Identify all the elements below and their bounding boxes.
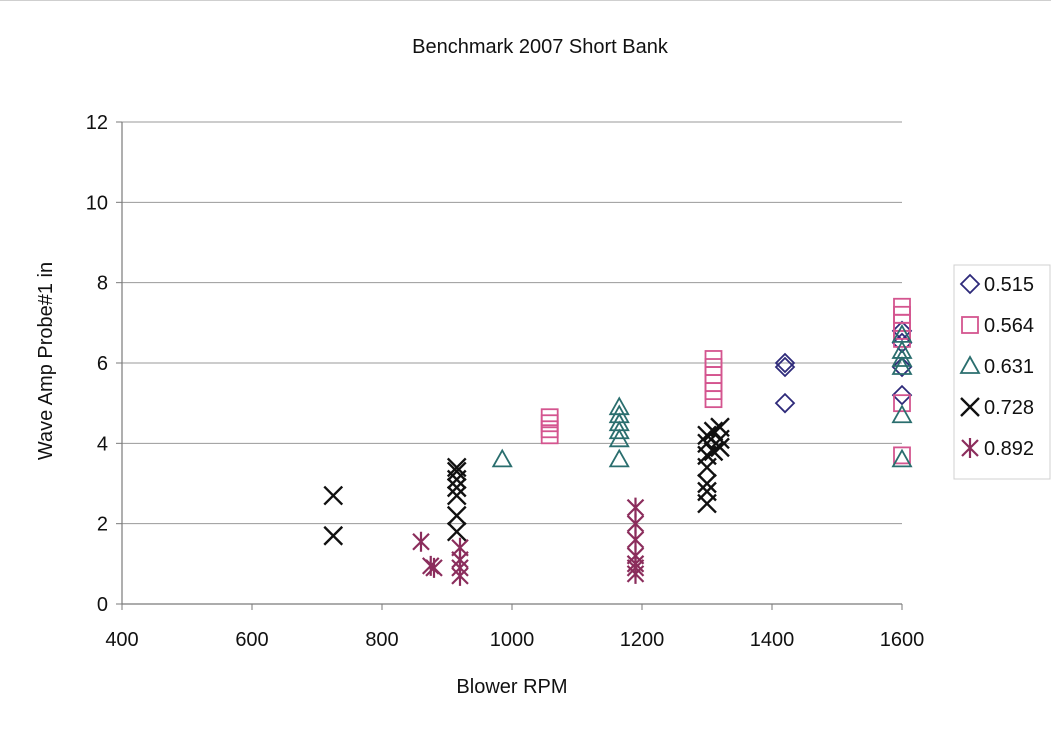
- data-point: [540, 420, 559, 439]
- data-point: [697, 473, 717, 494]
- y-tick-label: 8: [97, 273, 108, 295]
- legend-label: 0.631: [984, 356, 1034, 378]
- series-0.631: [491, 324, 913, 468]
- data-points: [323, 297, 913, 586]
- legend-marker: [960, 397, 980, 417]
- data-point: [323, 485, 344, 506]
- data-point: [446, 485, 467, 506]
- data-point: [540, 408, 559, 427]
- legend-label: 0.892: [984, 438, 1034, 460]
- data-point: [710, 437, 730, 458]
- x-tick-label: 1000: [490, 629, 535, 651]
- data-point: [491, 448, 513, 468]
- data-point: [893, 297, 911, 316]
- data-point: [540, 426, 559, 445]
- data-point: [774, 392, 796, 414]
- chart-title: Benchmark 2007 Short Bank: [412, 36, 669, 58]
- series-0.892: [412, 497, 645, 586]
- legend: 0.515 0.564 0.631 0.728 0.892: [953, 264, 1051, 480]
- gridlines: [122, 121, 902, 525]
- series-0.515: [774, 320, 913, 414]
- data-point: [425, 557, 443, 578]
- legend-label: 0.728: [984, 397, 1034, 419]
- data-point: [412, 531, 430, 552]
- data-point: [608, 396, 630, 416]
- series-0.728: [323, 417, 730, 546]
- data-point: [710, 417, 730, 438]
- y-tick-label: 0: [97, 594, 108, 616]
- x-tick-labels: 400 600 800 1000 1200 1400 1600: [105, 629, 924, 651]
- legend-marker: [961, 316, 979, 334]
- data-point: [891, 356, 913, 378]
- y-axis-title: Wave Amp Probe#1 in: [35, 262, 57, 460]
- x-axis-title: Blower RPM: [456, 676, 567, 698]
- series-0.564: [540, 297, 911, 465]
- data-point: [446, 505, 467, 526]
- legend-label: 0.515: [984, 274, 1034, 296]
- data-point: [704, 350, 723, 368]
- data-point: [891, 320, 913, 342]
- y-tick-label: 2: [97, 514, 108, 536]
- y-tick-label: 10: [86, 192, 108, 214]
- data-point: [540, 414, 559, 433]
- x-tick-label: 1400: [750, 629, 795, 651]
- x-tick-label: 1600: [880, 629, 925, 651]
- y-tick-labels: 0 2 4 6 8 10 12: [86, 112, 108, 616]
- data-point: [446, 461, 467, 482]
- data-point: [891, 324, 913, 343]
- y-tick-label: 4: [97, 433, 108, 455]
- data-point: [697, 481, 717, 502]
- x-tick-label: 600: [235, 629, 268, 651]
- data-point: [891, 404, 913, 424]
- data-point: [446, 521, 467, 542]
- data-point: [446, 477, 467, 498]
- data-point: [608, 448, 630, 468]
- x-tick-label: 1200: [620, 629, 665, 651]
- legend-marker: [961, 438, 979, 458]
- data-point: [323, 525, 344, 546]
- data-point: [891, 340, 913, 359]
- x-tick-label: 800: [365, 629, 398, 651]
- data-point: [891, 384, 913, 406]
- data-point: [893, 446, 911, 465]
- legend-label: 0.564: [984, 315, 1034, 337]
- legend-marker: [959, 355, 981, 374]
- data-point: [891, 332, 913, 354]
- x-tick-label: 400: [105, 629, 138, 651]
- y-tick-label: 12: [86, 112, 108, 134]
- data-point: [451, 537, 469, 558]
- data-point: [774, 352, 796, 374]
- data-point: [891, 448, 913, 468]
- y-tick-label: 6: [97, 353, 108, 375]
- data-point: [446, 457, 467, 478]
- axes: [116, 121, 903, 610]
- legend-marker: [959, 273, 981, 295]
- data-point: [774, 356, 796, 378]
- data-point: [893, 394, 911, 413]
- data-point: [626, 497, 645, 518]
